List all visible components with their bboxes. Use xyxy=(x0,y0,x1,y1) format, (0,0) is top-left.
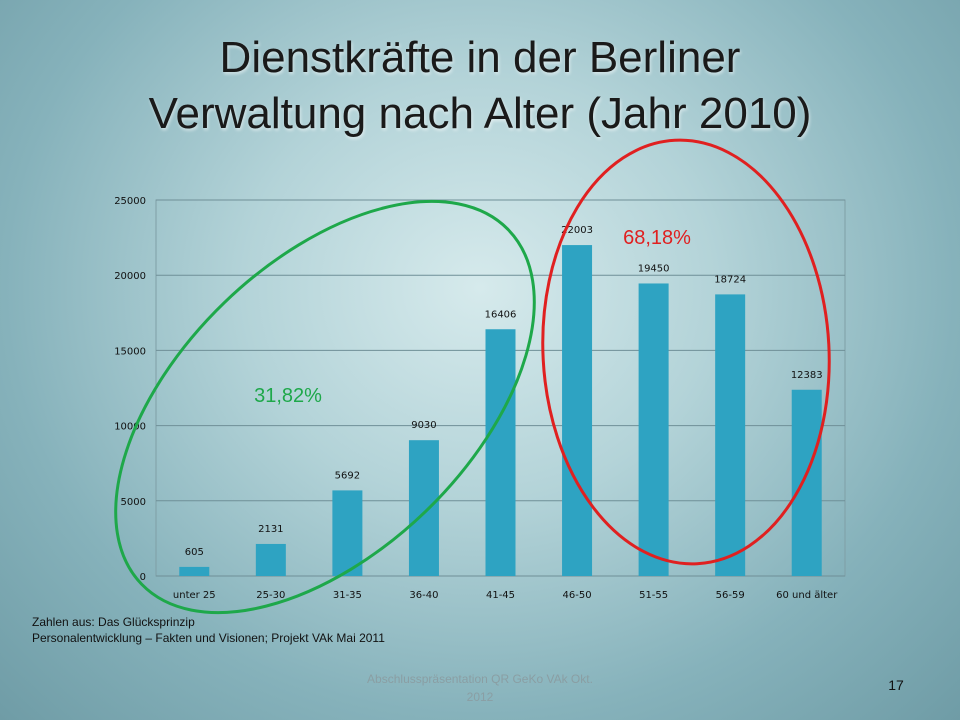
annotation-left-percent: 31,82% xyxy=(254,385,322,407)
data-label: 16406 xyxy=(485,309,517,320)
bar xyxy=(791,389,822,576)
title-line-1: Dienstkräfte in der Berliner xyxy=(219,33,741,82)
source-line-2: Personalentwicklung – Fakten und Visione… xyxy=(32,631,385,645)
page-number: 17 xyxy=(888,677,904,693)
footer-line-2: 2012 xyxy=(466,690,494,704)
x-tick-label: 25-30 xyxy=(256,590,285,601)
source-note: Zahlen aus: Das Glücksprinzip Personalen… xyxy=(32,614,385,646)
x-tick-label: unter 25 xyxy=(173,590,216,601)
y-tick-label: 15000 xyxy=(114,346,146,357)
x-tick-label: 60 und älter xyxy=(776,590,838,601)
footer-line-1: Abschlusspräsentation QR GeKo VAk Okt. xyxy=(367,672,593,686)
x-tick-label: 56-59 xyxy=(716,590,745,601)
bar xyxy=(408,440,439,576)
data-label: 12383 xyxy=(791,370,823,381)
source-line-1: Zahlen aus: Das Glücksprinzip xyxy=(32,615,195,629)
bar xyxy=(638,283,669,576)
data-label: 605 xyxy=(185,547,204,558)
y-tick-label: 5000 xyxy=(121,497,146,508)
x-tick-label: 46-50 xyxy=(563,590,592,601)
bar xyxy=(562,245,593,576)
y-tick-label: 25000 xyxy=(114,196,146,207)
data-label: 19450 xyxy=(638,263,670,274)
data-label: 5692 xyxy=(335,470,360,481)
data-label: 9030 xyxy=(411,420,436,431)
x-tick-label: 41-45 xyxy=(486,590,515,601)
data-label: 22003 xyxy=(561,225,593,236)
title-line-2: Verwaltung nach Alter (Jahr 2010) xyxy=(148,89,812,138)
y-tick-label: 10000 xyxy=(114,422,146,433)
data-label: 2131 xyxy=(258,524,283,535)
data-label: 18724 xyxy=(714,274,746,285)
bar xyxy=(255,543,286,576)
bar xyxy=(179,566,210,576)
bar xyxy=(332,490,363,576)
annotation-right-percent: 68,18% xyxy=(623,227,691,249)
y-tick-label: 20000 xyxy=(114,271,146,282)
footer-text: Abschlusspräsentation QR GeKo VAk Okt. 2… xyxy=(330,670,630,706)
x-tick-label: 31-35 xyxy=(333,590,362,601)
x-tick-label: 51-55 xyxy=(639,590,668,601)
bar xyxy=(485,329,516,576)
slide-title: Dienstkräfte in der Berliner Verwaltung … xyxy=(40,30,920,142)
group-ellipse-red xyxy=(541,138,831,566)
group-ellipse-green xyxy=(114,199,536,615)
y-tick-label: 0 xyxy=(140,572,146,583)
x-tick-label: 36-40 xyxy=(409,590,438,601)
bar xyxy=(715,294,746,576)
